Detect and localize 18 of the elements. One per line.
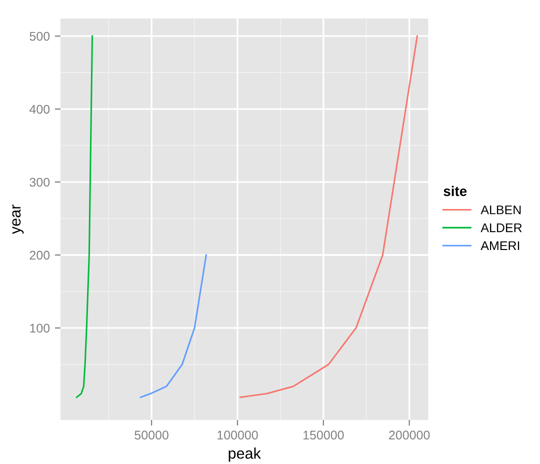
x-tick-label: 150000 bbox=[303, 430, 344, 440]
y-tick-label: 400 bbox=[29, 104, 50, 114]
legend-label: ALBEN bbox=[480, 206, 521, 214]
line-series bbox=[140, 254, 207, 398]
y-tick-label: 100 bbox=[30, 324, 50, 333]
x-tick-label: 100000 bbox=[218, 430, 258, 440]
y-axis-title: year bbox=[12, 204, 24, 234]
line-series bbox=[240, 35, 418, 398]
x-tick-label: 200000 bbox=[389, 430, 430, 440]
y-tick-label: 200 bbox=[30, 250, 50, 260]
y-tick-label: 500 bbox=[30, 32, 50, 41]
x-tick-label: 50000 bbox=[134, 430, 168, 440]
line-series bbox=[76, 35, 94, 398]
legend-label: ALDER bbox=[480, 223, 522, 232]
y-tick-label: 300 bbox=[30, 178, 50, 187]
legend-title: site bbox=[444, 186, 467, 196]
x-axis-title: peak bbox=[228, 448, 261, 462]
legend-label: AMERI bbox=[480, 241, 520, 250]
